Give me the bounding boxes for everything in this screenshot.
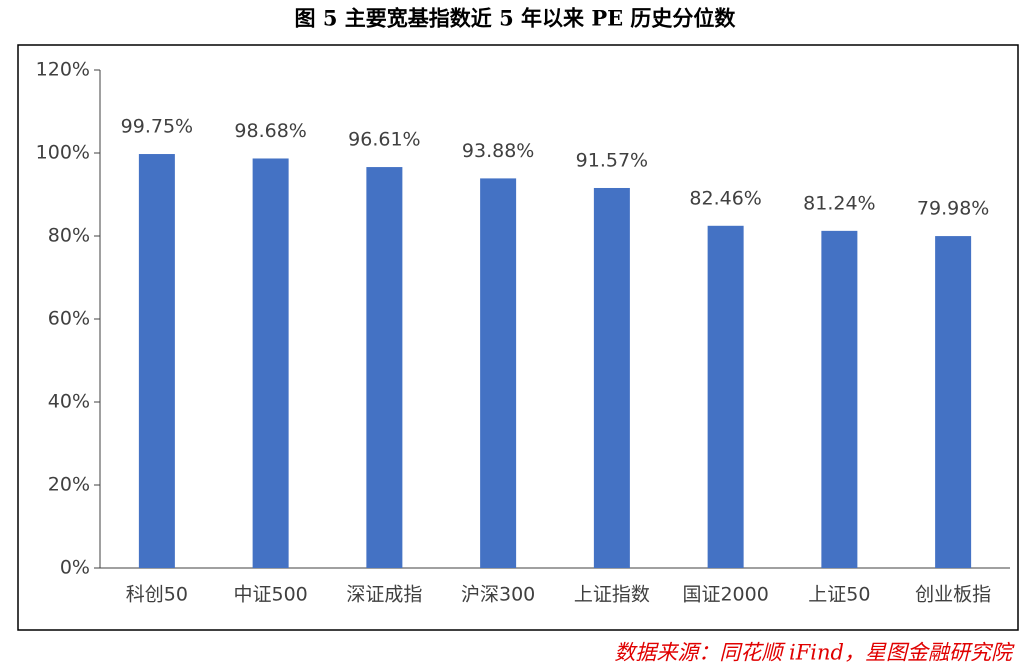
data-label: 91.57% (576, 149, 648, 171)
data-label: 98.68% (234, 120, 306, 142)
bar (366, 167, 403, 569)
source-note: 数据来源：同花顺 iFind，星图金融研究院 (614, 641, 1015, 665)
y-tick-label: 20% (48, 474, 90, 496)
x-tick-label: 上证50 (808, 584, 870, 606)
bar (821, 230, 858, 568)
x-tick-label: 深证成指 (346, 584, 422, 606)
x-tick-label: 创业板指 (915, 584, 991, 606)
y-tick-label: 0% (60, 557, 90, 579)
bar (593, 187, 630, 568)
x-tick-label: 科创50 (126, 584, 188, 606)
x-tick-label: 国证2000 (682, 584, 768, 606)
data-label: 93.88% (462, 140, 534, 162)
data-label: 81.24% (803, 192, 875, 214)
bar (935, 236, 972, 568)
y-tick-label: 80% (48, 225, 90, 247)
x-tick-label: 中证500 (233, 584, 307, 606)
data-label: 96.61% (348, 129, 420, 151)
y-tick-label: 120% (36, 59, 90, 81)
y-tick-label: 100% (36, 142, 90, 164)
bar (138, 154, 175, 568)
y-tick-label: 60% (48, 308, 90, 330)
x-tick-label: 沪深300 (461, 584, 535, 606)
chart-title: 图 5 主要宽基指数近 5 年以来 PE 历史分位数 (295, 6, 737, 31)
data-label: 79.98% (917, 198, 989, 220)
bar (480, 178, 517, 568)
chart-frame (17, 44, 1019, 631)
data-label: 99.75% (121, 116, 193, 138)
data-label: 82.46% (689, 187, 761, 209)
bar (707, 225, 744, 568)
y-tick-label: 40% (48, 391, 90, 413)
bar (252, 158, 289, 568)
x-tick-label: 上证指数 (574, 584, 650, 606)
